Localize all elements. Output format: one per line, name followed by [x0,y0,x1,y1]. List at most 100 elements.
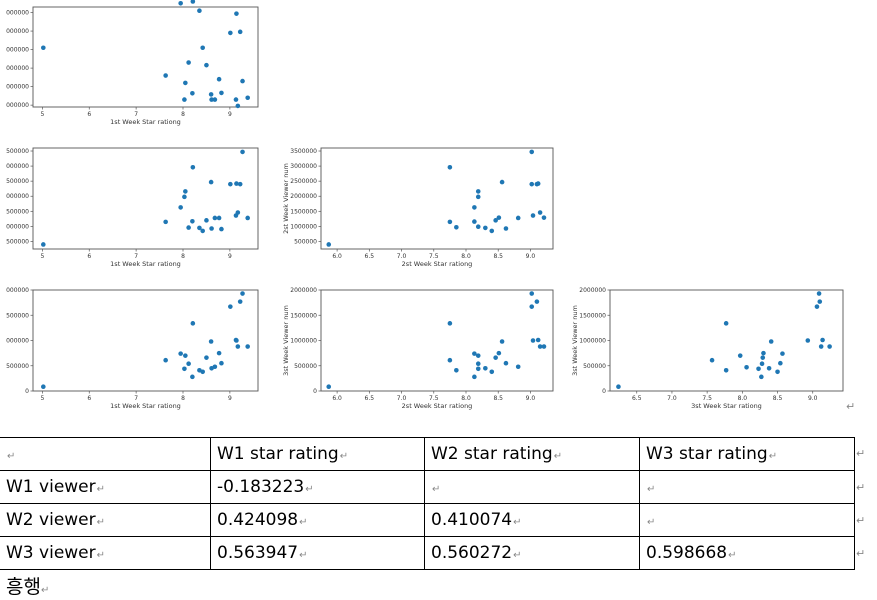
svg-text:7.0: 7.0 [397,253,407,260]
svg-text:7.5: 7.5 [429,253,439,260]
table-header-cell: W1 star rating↵ [210,437,425,471]
svg-text:9.0: 9.0 [808,395,818,402]
table-cell: -0.183223↵ [210,470,425,504]
svg-text:7: 7 [134,253,138,260]
svg-text:500000: 500000 [294,238,317,245]
svg-text:1500000: 1500000 [290,312,317,319]
svg-text:7.5: 7.5 [429,395,439,402]
svg-text:000000: 000000 [6,163,29,170]
svg-text:1500000: 1500000 [579,312,606,319]
svg-text:000000: 000000 [6,28,29,35]
svg-text:2500000: 2500000 [290,178,317,185]
table-cell: ↵ [639,470,855,504]
svg-text:8.5: 8.5 [493,253,503,260]
table-header-row: ↵ W1 star rating↵ W2 star rating↵ W3 sta… [0,437,855,471]
paragraph-mark: ↵ [846,400,856,413]
svg-text:500000: 500000 [6,312,29,319]
svg-text:3st Week Viewer num: 3st Week Viewer num [282,305,290,376]
svg-text:000000: 000000 [6,47,29,54]
svg-text:1000000: 1000000 [290,223,317,230]
table-cell: 0.560272↵ [424,536,640,570]
svg-text:500000: 500000 [294,363,317,370]
table-row: W3 viewer↵ 0.563947↵ 0.560272↵ 0.598668↵ [0,536,855,570]
svg-text:2000000: 2000000 [290,287,317,294]
svg-text:6.0: 6.0 [332,395,342,402]
table-cell: ↵ [424,470,640,504]
svg-text:8: 8 [181,395,185,402]
svg-text:1st Week Star rationg: 1st Week Star rationg [110,118,181,126]
svg-text:500000: 500000 [6,363,29,370]
svg-text:6.5: 6.5 [632,395,642,402]
svg-text:3000000: 3000000 [290,163,317,170]
svg-text:8.0: 8.0 [738,395,748,402]
svg-text:8.5: 8.5 [773,395,783,402]
svg-text:5: 5 [40,395,44,402]
table-row: W1 viewer↵ -0.183223↵ ↵ ↵ [0,470,855,504]
svg-text:9: 9 [228,253,232,260]
svg-text:1500000: 1500000 [290,208,317,215]
row-label: W3 viewer↵ [0,536,211,570]
svg-text:6.0: 6.0 [332,253,342,260]
svg-text:2st Week Star rationg: 2st Week Star rationg [402,260,473,268]
svg-text:1st Week Star rationg: 1st Week Star rationg [110,402,181,410]
table-header-cell: W2 star rating↵ [424,437,640,471]
svg-text:5: 5 [40,253,44,260]
svg-text:9.0: 9.0 [526,395,536,402]
svg-text:500000: 500000 [6,178,29,185]
row-label: W2 viewer↵ [0,503,211,537]
svg-text:1000000: 1000000 [290,338,317,345]
svg-text:7: 7 [134,395,138,402]
svg-text:9: 9 [228,111,232,118]
svg-text:7.5: 7.5 [702,395,712,402]
svg-text:000000: 000000 [6,65,29,72]
svg-text:500000: 500000 [6,238,29,245]
svg-text:2st Week Viewer num: 2st Week Viewer num [282,163,290,234]
svg-text:000000: 000000 [6,84,29,91]
svg-text:0: 0 [25,388,29,395]
table-cell: 0.598668↵ [639,536,855,570]
svg-text:6.5: 6.5 [365,395,375,402]
svg-text:6: 6 [87,395,91,402]
svg-text:6: 6 [87,253,91,260]
svg-text:000000: 000000 [6,287,29,294]
svg-text:000000: 000000 [6,193,29,200]
row-end-mark: ↵ [856,447,866,460]
svg-text:000000: 000000 [6,223,29,230]
row-end-mark: ↵ [856,547,866,560]
svg-text:500000: 500000 [6,148,29,155]
table-cell: 0.563947↵ [210,536,425,570]
footer-text: 흥행↵ [6,576,50,598]
row-end-mark: ↵ [856,481,866,494]
svg-text:000000: 000000 [6,338,29,345]
row-label: W1 viewer↵ [0,470,211,504]
svg-text:500000: 500000 [583,363,606,370]
svg-text:5: 5 [40,111,44,118]
table-row: W2 viewer↵ 0.424098↵ 0.410074↵ ↵ [0,503,855,537]
svg-text:9: 9 [228,395,232,402]
svg-text:0: 0 [602,388,606,395]
table-cell: 0.424098↵ [210,503,425,537]
svg-text:9.0: 9.0 [526,253,536,260]
svg-text:8.5: 8.5 [493,395,503,402]
svg-text:000000: 000000 [6,102,29,109]
svg-text:1000000: 1000000 [579,338,606,345]
svg-text:8.0: 8.0 [461,395,471,402]
svg-text:500000: 500000 [6,208,29,215]
svg-text:2000000: 2000000 [579,287,606,294]
svg-text:7: 7 [134,111,138,118]
table-header-cell: ↵ [0,437,211,471]
svg-text:0: 0 [313,388,317,395]
svg-text:3st Week Viewer num: 3st Week Viewer num [571,305,579,376]
svg-text:8.0: 8.0 [461,253,471,260]
svg-text:8: 8 [181,111,185,118]
svg-text:2000000: 2000000 [290,193,317,200]
svg-text:6: 6 [87,111,91,118]
table-cell: 0.410074↵ [424,503,640,537]
svg-text:7.0: 7.0 [397,395,407,402]
correlation-table: ↵ W1 star rating↵ W2 star rating↵ W3 sta… [0,437,855,570]
svg-text:3500000: 3500000 [290,148,317,155]
svg-text:7.0: 7.0 [667,395,677,402]
svg-text:6.5: 6.5 [365,253,375,260]
svg-text:000000: 000000 [6,10,29,17]
table-header-cell: W3 star rating↵ [639,437,855,471]
